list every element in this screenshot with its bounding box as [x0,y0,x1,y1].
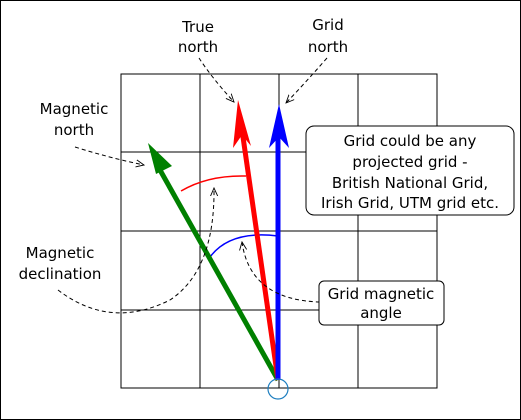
leader-lines [57,57,328,314]
magnetic-north-leader [74,146,144,165]
grid-magnetic-angle-leader [242,242,321,303]
magnetic-north-label-line-1: Magnetic [40,100,109,118]
magnetic-north-arrow-shaft [157,168,281,382]
grid-magnetic-angle-box [318,280,445,326]
true-north-label-line-2: north [178,38,218,56]
grid-north-leader [286,57,328,103]
magnetic-north-arrowhead [148,143,172,174]
true-north-arrow-shaft [239,129,281,381]
grid-note-line-3: British National Grid, [332,174,488,192]
grid-north-label-line-2: north [308,38,348,56]
grid-magnetic-angle-line-2: angle [360,304,402,322]
grid-note-box [305,125,515,216]
grid-note-line-4: Irish Grid, UTM grid etc. [321,194,499,212]
grid-note-line-2: projected grid - [352,153,467,171]
true-north-arrowhead [233,100,251,148]
origin-circle [267,378,289,400]
magnetic-north-label-line-2: north [54,121,94,139]
true-north-leader [198,57,234,102]
grid-north-label-line-1: Grid [312,16,343,34]
magnetic-declination-label-line-1: Magnetic [26,244,95,262]
declination-arc [180,175,247,192]
grid-magnetic-angle-line-1: Grid magnetic [328,285,435,303]
grid-north-arrowhead [269,104,289,148]
grid-magnetic-arc [209,234,279,258]
grid-note-line-1: Grid could be any [344,132,477,150]
declination-leader-curve [57,188,214,314]
magnetic-declination-label-line-2: declination [19,265,102,283]
true-north-label-line-1: True [181,18,214,36]
